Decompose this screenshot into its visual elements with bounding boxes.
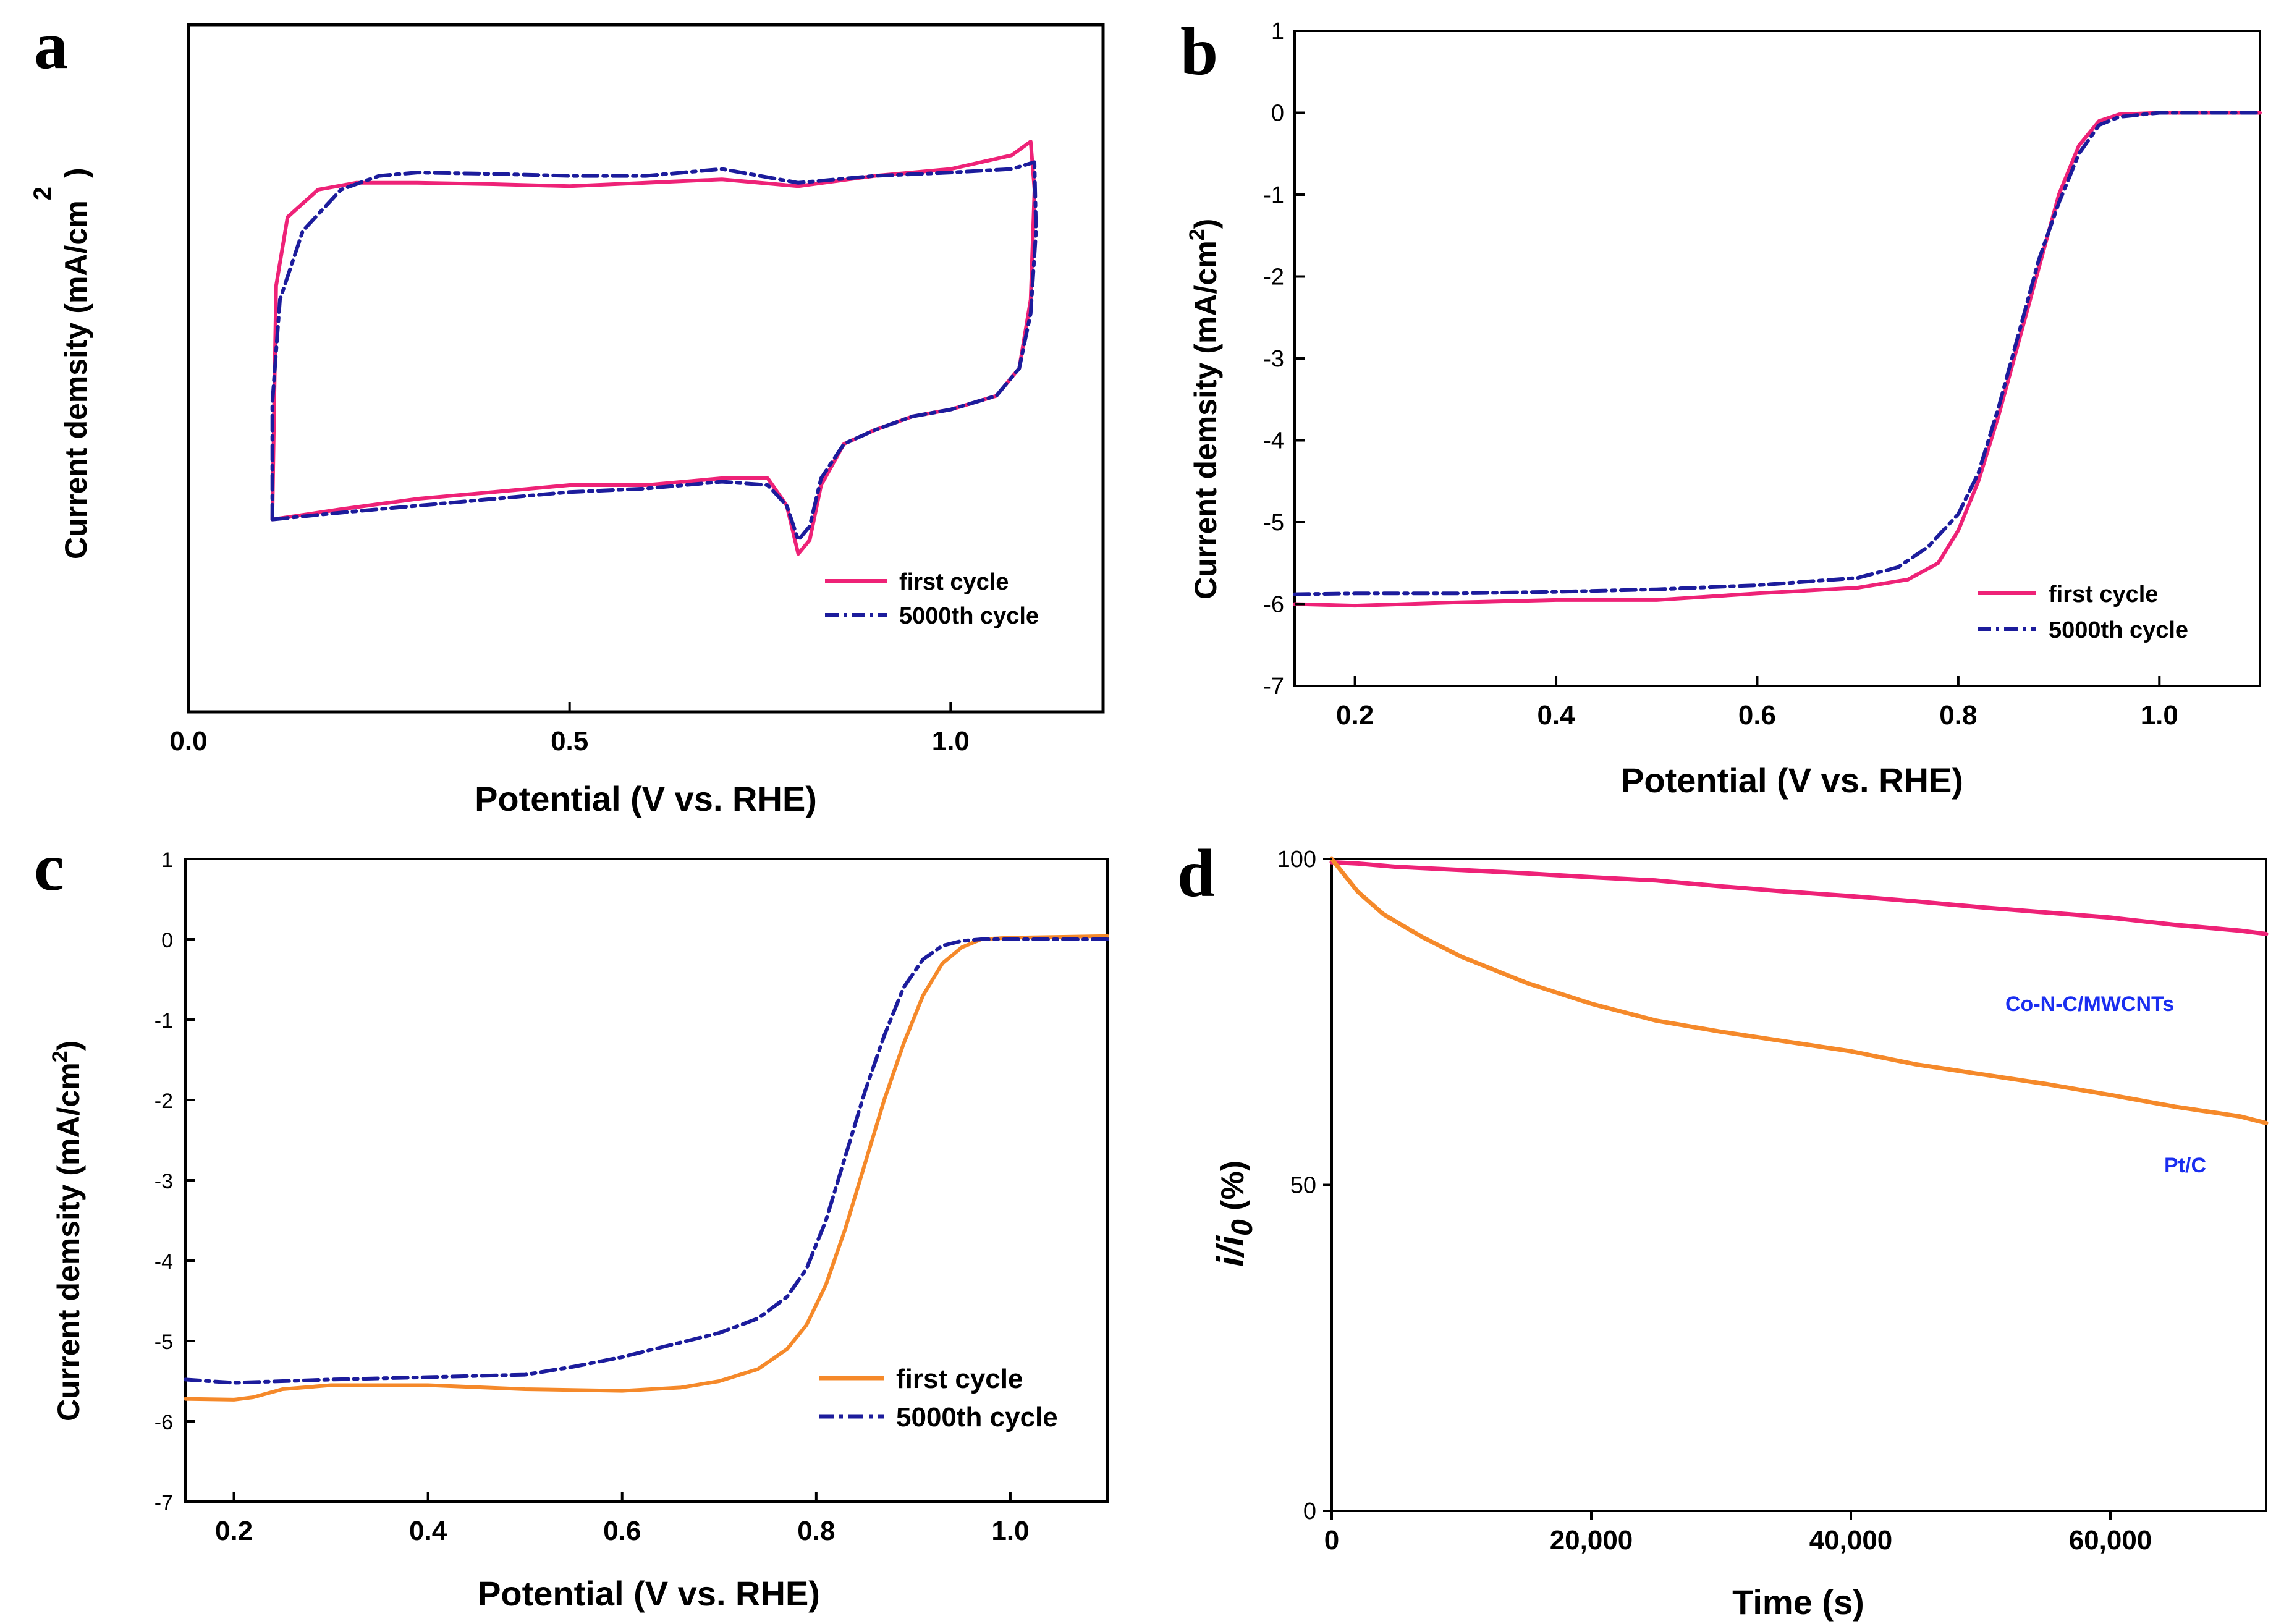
y-tick-label-d: 100 (1277, 847, 1316, 873)
y-axis-title-c: Current demsity (mA/cm2) (48, 1041, 86, 1421)
series-group-b (1293, 111, 2262, 608)
x-tick-label-b: 1.0 (2141, 700, 2178, 730)
legend-a: first cycle 5000th cycle (825, 569, 1039, 629)
panel-d: d 0 20,000 40,000 60,000 100 50 0 Time (s) i/… (1177, 835, 2269, 1622)
y-tick-label-c: -4 (154, 1250, 173, 1274)
y-axis-title-b: Current demsity (mA/cm2) (1185, 219, 1223, 599)
panel-c: c 0.2 0.4 0.6 0.8 1.0 1 0 -1 -2 -3 -4 -5 -6 -7 Poten… (34, 829, 1109, 1613)
y-tick-label-b: -3 (1263, 346, 1284, 372)
x-axis-title-b: Potential (V vs. RHE) (1621, 761, 1963, 800)
panel-letter-d: d (1177, 835, 1215, 911)
annotation-pt-c: Pt/C (2164, 1154, 2206, 1177)
series-group-d (1329, 856, 2269, 1125)
y-tick-label-c: -1 (154, 1009, 173, 1033)
y-axis-title-a-sup: 2 (29, 187, 56, 200)
y-axis-title-c-sup: 2 (48, 1051, 72, 1062)
x-ticks-b: 0.2 0.4 0.6 0.8 1.0 (1336, 676, 2178, 730)
panel-a: a 0.0 0.5 1.0 Potential (V vs. RHE) Curren… (29, 7, 1105, 818)
y-axis-title-b-text: Current demsity (mA/cm (1188, 240, 1223, 599)
annotation-co-n-c: Co-N-C/MWCNTs (2005, 992, 2174, 1016)
legend-b: first cycle 5000th cycle (1978, 582, 2188, 643)
y-axis-title-a-text: Current demsity (mA/cm (59, 200, 93, 559)
series-c-first-cycle (184, 934, 1109, 1402)
y-axis-title-a-close: ) (59, 167, 93, 178)
plot-frame-d (1330, 858, 2267, 1512)
y-tick-label-b: 0 (1271, 101, 1284, 127)
legend-c: first cycle 5000th cycle (819, 1364, 1058, 1432)
y-tick-label-c: -5 (154, 1330, 173, 1354)
x-ticks-a: 0.0 0.5 1.0 (169, 702, 970, 756)
legend-b-label-first: first cycle (2049, 582, 2158, 607)
series-b-5000th-cycle (1293, 111, 2262, 596)
panel-letter-b: b (1180, 14, 1218, 89)
y-tick-label-b: -4 (1263, 428, 1284, 454)
x-axis-title-c: Potential (V vs. RHE) (478, 1574, 820, 1613)
y-tick-label-d: 50 (1290, 1173, 1316, 1199)
y-tick-label-b: 1 (1271, 19, 1284, 44)
y-tick-label-c: 0 (161, 929, 173, 952)
y-axis-title-d: i/i0 (%) (1210, 1161, 1259, 1267)
x-tick-label-c: 0.6 (603, 1516, 641, 1546)
legend-c-label-first: first cycle (896, 1364, 1023, 1394)
legend-b-label-5000: 5000th cycle (2049, 617, 2188, 643)
x-tick-label-a: 0.0 (169, 726, 207, 756)
series-group-c (184, 934, 1109, 1402)
y-axis-title-d-i: i/i (1210, 1235, 1251, 1267)
y-tick-label-c: -7 (154, 1491, 173, 1515)
y-tick-label-b: -7 (1263, 674, 1284, 700)
y-axis-title-d-sub: 0 (1226, 1219, 1259, 1236)
y-ticks-b: 1 0 -1 -2 -3 -4 -5 -6 -7 (1263, 19, 1305, 700)
series-c-5000th-cycle (184, 937, 1109, 1385)
legend-a-label-5000: 5000th cycle (899, 603, 1039, 629)
y-tick-label-c: 1 (161, 848, 173, 872)
y-axis-title-a: Current demsity (mA/cm2) (29, 167, 93, 559)
y-ticks-c: 1 0 -1 -2 -3 -4 -5 -6 -7 (154, 848, 195, 1515)
x-tick-label-d: 20,000 (1550, 1525, 1633, 1555)
y-tick-label-b: -1 (1263, 182, 1284, 208)
panel-b: b 0.2 0.4 0.6 0.8 1.0 1 0 -1 -2 -3 -4 -5 -6 -7 Poten… (1180, 14, 2262, 800)
x-tick-label-c: 0.8 (797, 1516, 835, 1546)
x-tick-label-d: 60,000 (2069, 1525, 2152, 1555)
legend-c-label-5000: 5000th cycle (896, 1402, 1058, 1432)
x-tick-label-b: 0.8 (1939, 700, 1977, 730)
x-tick-label-c: 1.0 (991, 1516, 1029, 1546)
y-axis-title-b-close: ) (1188, 219, 1223, 229)
x-tick-label-c: 0.2 (215, 1516, 253, 1546)
x-tick-label-b: 0.2 (1336, 700, 1374, 730)
y-tick-label-b: -6 (1263, 592, 1284, 618)
x-tick-label-a: 0.5 (551, 726, 588, 756)
y-ticks-d: 100 50 0 (1277, 847, 1332, 1525)
panel-letter-a: a (34, 7, 68, 83)
plot-frame-a (187, 23, 1105, 714)
x-ticks-c: 0.2 0.4 0.6 0.8 1.0 (215, 1492, 1030, 1546)
y-tick-label-c: -6 (154, 1411, 173, 1434)
x-axis-title-d: Time (s) (1732, 1583, 1864, 1622)
x-ticks-d: 0 20,000 40,000 60,000 (1324, 1511, 2152, 1555)
series-d-pt-c (1329, 856, 2269, 1125)
series-group-a (270, 140, 1038, 556)
y-axis-title-b-sup: 2 (1185, 229, 1209, 240)
x-tick-label-a: 1.0 (932, 726, 970, 756)
y-tick-label-d: 0 (1303, 1499, 1316, 1525)
y-axis-title-d-unit: (%) (1215, 1161, 1251, 1219)
y-tick-label-b: -5 (1263, 510, 1284, 536)
x-tick-label-c: 0.4 (409, 1516, 447, 1546)
y-axis-title-c-text: Current demsity (mA/cm (51, 1062, 86, 1421)
x-tick-label-b: 0.6 (1738, 700, 1776, 730)
x-tick-label-d: 0 (1324, 1525, 1339, 1555)
series-a-first-cycle (270, 140, 1036, 556)
y-tick-label-c: -2 (154, 1089, 173, 1113)
y-tick-label-c: -3 (154, 1170, 173, 1193)
y-axis-title-c-close: ) (51, 1041, 86, 1051)
panel-letter-c: c (34, 829, 64, 905)
series-d-co-n-c-mwcnts (1329, 860, 2269, 936)
x-axis-title-a: Potential (V vs. RHE) (475, 779, 817, 818)
legend-a-label-first: first cycle (899, 569, 1009, 595)
x-tick-label-b: 0.4 (1537, 700, 1575, 730)
series-a-5000th-cycle (270, 160, 1038, 542)
y-tick-label-b: -2 (1263, 264, 1284, 290)
series-b-first-cycle (1293, 111, 2262, 608)
x-tick-label-d: 40,000 (1809, 1525, 1893, 1555)
